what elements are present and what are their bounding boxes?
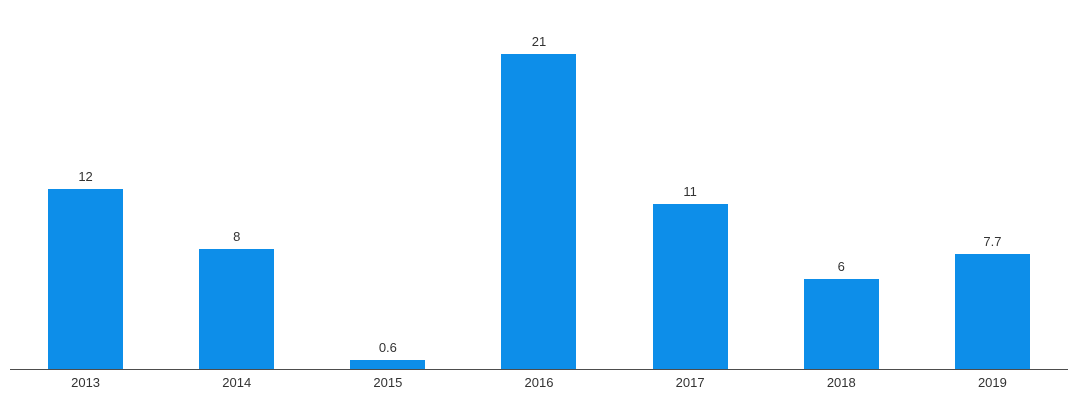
bar bbox=[954, 253, 1030, 369]
bar-value-label: 12 bbox=[78, 169, 93, 184]
x-axis-tick-label: 2017 bbox=[675, 375, 705, 390]
x-axis-tick-label: 2015 bbox=[373, 375, 403, 390]
bar bbox=[501, 54, 577, 369]
bar-slot: 8 bbox=[161, 230, 312, 369]
bar-value-label: 0.6 bbox=[378, 340, 397, 355]
bar-value-label: 6 bbox=[837, 259, 845, 274]
bar-slot: 7.7 bbox=[917, 233, 1068, 369]
x-axis-tick-label: 2019 bbox=[977, 375, 1007, 390]
bar-slot: 12 bbox=[10, 170, 161, 369]
bar-value-label: 11 bbox=[683, 184, 697, 199]
bar-slot: 6 bbox=[766, 260, 917, 369]
plot-area: 12 8 0.6 21 11 6 7.7 bbox=[10, 0, 1068, 369]
x-axis-tick-label: 2016 bbox=[524, 375, 554, 390]
bar-value-label: 8 bbox=[233, 229, 241, 244]
bar-value-label: 21 bbox=[531, 34, 547, 49]
bar-value-label: 7.7 bbox=[983, 233, 1002, 249]
x-axis-labels: 2013 2014 2015 2016 2017 2018 2019 bbox=[10, 376, 1068, 389]
bar bbox=[48, 189, 124, 369]
x-axis-tick-label: 2013 bbox=[71, 375, 101, 390]
bar-slot: 11 bbox=[615, 185, 766, 369]
bar bbox=[199, 249, 275, 369]
bar bbox=[652, 204, 728, 369]
bar-slot: 0.6 bbox=[312, 341, 463, 369]
x-axis-tick-label: 2018 bbox=[826, 375, 856, 390]
x-axis-line bbox=[10, 369, 1068, 370]
bar bbox=[803, 279, 879, 369]
x-axis-tick-label: 2014 bbox=[222, 375, 252, 390]
bar-slot: 21 bbox=[463, 35, 614, 369]
bar bbox=[350, 360, 426, 369]
